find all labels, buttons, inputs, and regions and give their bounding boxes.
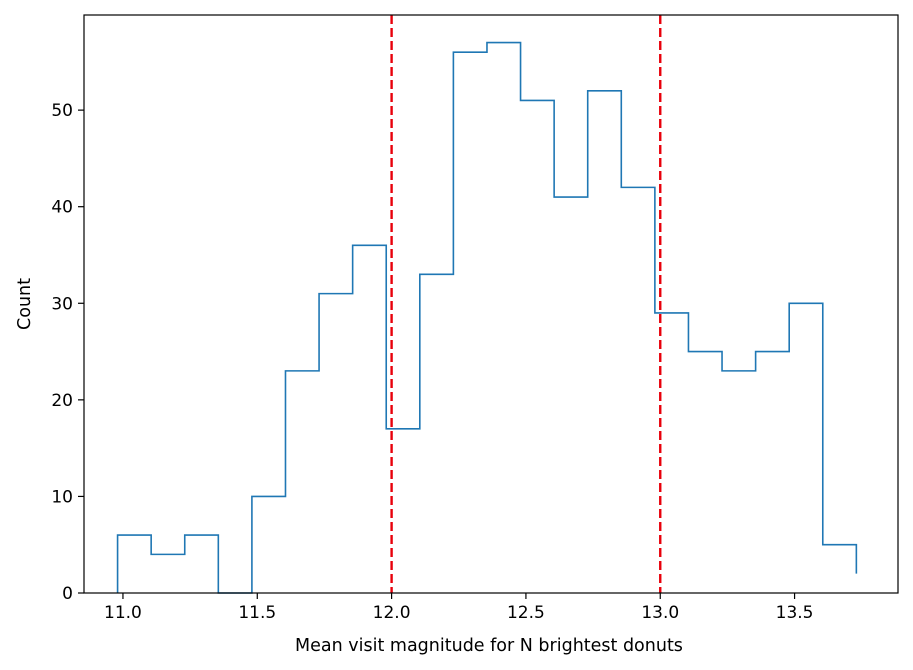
- x-tick-label: 12.5: [507, 603, 545, 623]
- plot-frame: [83, 14, 899, 594]
- y-tick-label: 0: [62, 584, 73, 604]
- y-tick-label: 30: [51, 294, 73, 314]
- x-tick-label: 13.0: [641, 603, 679, 623]
- y-tick-label: 40: [51, 198, 73, 218]
- y-axis-ticks: 0 10 20 30 40 50: [51, 101, 84, 604]
- x-axis-label: Mean visit magnitude for N brightest don…: [295, 636, 683, 656]
- x-tick-label: 13.5: [776, 603, 814, 623]
- x-tick-label: 11.0: [104, 603, 142, 623]
- x-tick-label: 11.5: [238, 603, 276, 623]
- x-axis-ticks: 11.0 11.5 12.0 12.5 13.0 13.5: [104, 593, 814, 623]
- y-tick-label: 20: [51, 391, 73, 411]
- y-tick-label: 10: [51, 487, 73, 507]
- y-tick-label: 50: [51, 101, 73, 121]
- y-axis-label: Count: [15, 278, 35, 330]
- x-tick-label: 12.0: [373, 603, 411, 623]
- reference-lines: [390, 15, 662, 593]
